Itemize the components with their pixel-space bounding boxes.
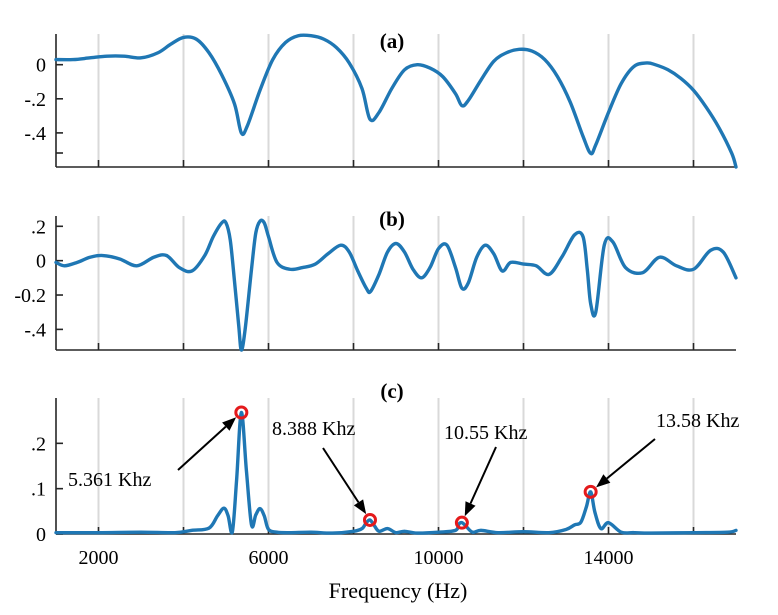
y-tick-label: 0	[36, 524, 46, 546]
annotation-arrow	[178, 427, 226, 470]
peak-annotation-label: 13.58 Khz	[656, 410, 739, 432]
x-tick-label: 10000	[414, 547, 464, 569]
panel-c: .2 .1 0 2000 6000 10000 14000 Frequency (Hz) (c)…	[31, 379, 739, 603]
peak-annotation-label: 8.388 Khz	[272, 418, 355, 440]
annotation-arrow-head	[354, 499, 366, 514]
panel-a: 0 -.2 -.4 (a)	[24, 29, 736, 167]
annotation-arrow-head	[465, 501, 476, 516]
panel-label: (c)	[380, 379, 403, 403]
y-tick-label: 0	[36, 55, 46, 77]
y-tick-label: .1	[31, 479, 46, 501]
panel-b: .2 0 -0.2 -.4 (b)	[14, 207, 736, 350]
x-axis-label: Frequency (Hz)	[329, 578, 468, 603]
series-line	[56, 35, 736, 167]
panel-label: (a)	[380, 29, 405, 53]
x-tick-label: 6000	[249, 547, 289, 569]
panel-label: (b)	[379, 207, 405, 231]
y-tick-label: 0	[36, 251, 46, 273]
x-tick-label: 14000	[584, 547, 634, 569]
peak-annotation-label: 10.55 Khz	[444, 422, 527, 444]
y-tick-label: .2	[31, 216, 46, 238]
x-tick-label: 2000	[79, 547, 119, 569]
annotation-arrow	[607, 439, 655, 479]
series-line	[56, 412, 736, 533]
peak-annotation-label: 5.361 Khz	[68, 469, 151, 491]
y-tick-label: -.2	[24, 89, 46, 111]
y-tick-label: -.4	[24, 319, 46, 341]
annotation-arrow	[471, 447, 496, 504]
series-line	[56, 220, 736, 350]
figure: 0 -.2 -.4 (a) .2 0 -0.2 -.4 (b) .2 .1 0 2000 6000 10…	[0, 0, 778, 615]
y-tick-label: .2	[31, 433, 46, 455]
y-tick-label: -0.2	[14, 285, 46, 307]
y-tick-label: -.4	[24, 123, 46, 145]
